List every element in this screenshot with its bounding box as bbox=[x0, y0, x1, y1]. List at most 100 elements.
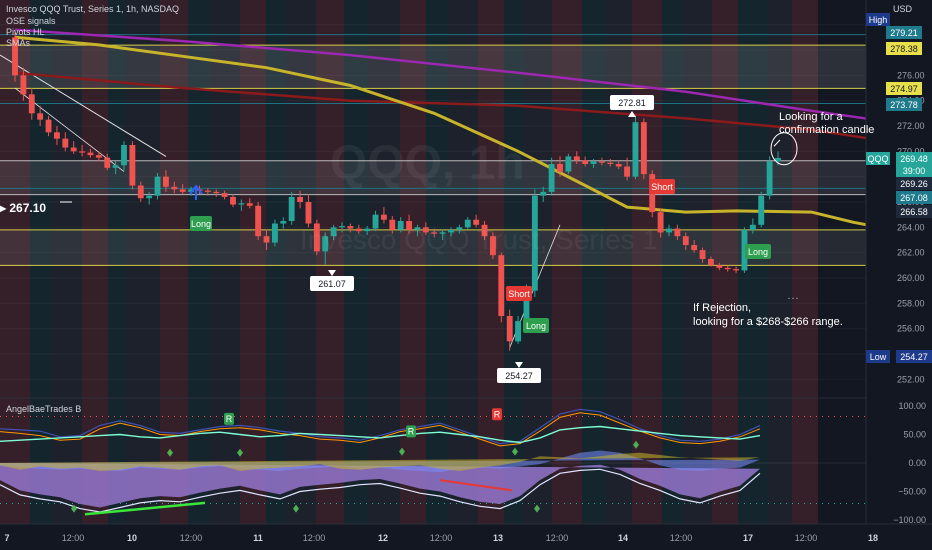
signal-short-text: Short bbox=[508, 289, 530, 299]
signal-labels: 272.81 261.07 254.27 Long Long Long Short Short bbox=[189, 95, 771, 383]
oscillator-title[interactable]: AngelBaeTrades B bbox=[6, 404, 82, 414]
candle bbox=[431, 228, 438, 238]
candle bbox=[121, 141, 127, 171]
candle bbox=[104, 153, 111, 171]
candle-body bbox=[20, 75, 27, 95]
osc-red-line bbox=[439, 479, 513, 492]
candle bbox=[439, 229, 446, 240]
candle bbox=[137, 181, 144, 202]
indicator-pivots[interactable]: Pivots HL bbox=[6, 27, 45, 37]
price-tick-label: 264.00 bbox=[897, 222, 925, 232]
price-tag: High bbox=[866, 13, 890, 26]
candle-body bbox=[624, 166, 631, 177]
price-tag-box bbox=[896, 164, 932, 177]
session-stripe bbox=[52, 0, 82, 392]
candle bbox=[749, 218, 756, 234]
candle bbox=[598, 157, 605, 166]
candle bbox=[305, 194, 312, 228]
indicator-ose-signals[interactable]: OSE signals bbox=[6, 16, 56, 26]
candle bbox=[129, 141, 136, 190]
candle bbox=[640, 118, 647, 180]
candle bbox=[766, 156, 773, 200]
candle bbox=[691, 240, 698, 253]
candle bbox=[204, 188, 211, 196]
price-tag-text: Low bbox=[870, 352, 887, 362]
candle-body bbox=[607, 162, 614, 164]
session-stripe bbox=[316, 0, 344, 392]
price-tick-label: 252.00 bbox=[897, 374, 925, 384]
candle bbox=[506, 309, 513, 351]
candle-body bbox=[439, 232, 446, 234]
candle-body bbox=[246, 203, 253, 206]
indicator-smas[interactable]: SMAs bbox=[6, 38, 31, 48]
price-tag-box bbox=[886, 42, 922, 55]
candle-body bbox=[775, 157, 781, 162]
candle-body bbox=[45, 119, 52, 133]
price-tag: 269.48 bbox=[896, 152, 932, 165]
candle-body bbox=[146, 195, 153, 199]
session-stripe bbox=[400, 0, 426, 392]
session-stripe bbox=[712, 0, 738, 392]
session-stripe bbox=[108, 0, 126, 392]
session-stripe bbox=[286, 0, 316, 392]
candle-body bbox=[548, 164, 555, 192]
price-tag: 254.27 bbox=[896, 350, 932, 363]
candle bbox=[221, 190, 228, 200]
left-price-value: 267.10 bbox=[9, 201, 47, 215]
price-tag-text: 274.97 bbox=[890, 84, 918, 94]
candle-body bbox=[313, 223, 320, 252]
time-tick-label: 11 bbox=[253, 533, 263, 543]
candle-body bbox=[590, 161, 597, 164]
osc-diamond bbox=[293, 504, 299, 513]
session-stripe bbox=[632, 0, 662, 392]
candle bbox=[699, 247, 706, 263]
candle bbox=[280, 217, 287, 229]
candle-body bbox=[297, 196, 304, 202]
candle-body bbox=[657, 212, 664, 233]
price-tag: 278.38 bbox=[886, 42, 922, 55]
candle bbox=[464, 217, 471, 230]
price-tick-label: 260.00 bbox=[897, 273, 925, 283]
osc-blue-line bbox=[0, 408, 761, 445]
candle bbox=[674, 224, 681, 240]
time-tick-label: 10 bbox=[127, 533, 137, 543]
annotation-confirm-2: confirmation candle bbox=[779, 124, 875, 136]
price-tag-box bbox=[896, 350, 932, 363]
candle-body bbox=[221, 193, 228, 197]
osc-r-marker-box bbox=[492, 408, 502, 421]
candle bbox=[79, 145, 86, 157]
candle-body bbox=[37, 113, 44, 120]
candle-body bbox=[640, 122, 647, 175]
candle-body bbox=[322, 236, 329, 252]
pivot-label-high-box bbox=[610, 95, 654, 110]
arrow-left-icon: ▸ bbox=[0, 201, 7, 215]
osc-r-marker: R bbox=[224, 412, 234, 425]
candle bbox=[297, 190, 304, 209]
candle bbox=[271, 219, 278, 247]
price-tag: 269.26 bbox=[896, 177, 932, 190]
price-tag: 274.97 bbox=[886, 82, 922, 95]
pivot-label-low-box bbox=[310, 276, 354, 291]
price-grid bbox=[0, 24, 866, 380]
price-tag-box bbox=[896, 191, 932, 204]
price-tag-box bbox=[896, 205, 932, 218]
price-tag: 267.08 bbox=[896, 191, 932, 204]
price-tag: Low bbox=[866, 350, 890, 363]
pivot-pointer bbox=[515, 362, 523, 368]
candle bbox=[573, 151, 580, 164]
session-stripe bbox=[552, 0, 582, 392]
candle bbox=[607, 158, 614, 167]
signal-short: Short bbox=[506, 286, 532, 301]
candle bbox=[162, 170, 169, 192]
price-tag-text: 266.58 bbox=[900, 207, 928, 217]
candle-body bbox=[347, 226, 354, 229]
price-tag: QQQ bbox=[866, 152, 890, 165]
price-tick-label: 270.00 bbox=[897, 146, 925, 156]
osc-tick-label: 50.00 bbox=[903, 430, 926, 440]
candle-body bbox=[330, 227, 337, 237]
price-tag-text: 39:00 bbox=[903, 166, 926, 176]
price-tag-text: 273.78 bbox=[890, 100, 918, 110]
signal-long: Long bbox=[190, 216, 212, 231]
candle bbox=[230, 194, 236, 208]
